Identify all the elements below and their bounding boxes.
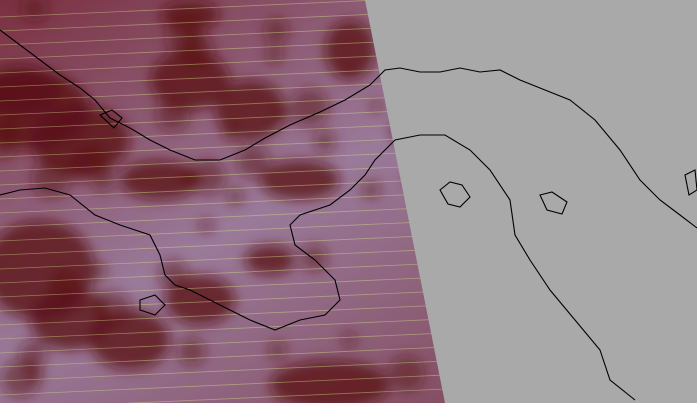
scan-stripe bbox=[0, 234, 445, 256]
cloud-blob bbox=[273, 104, 291, 122]
cloud-blob bbox=[290, 88, 330, 127]
coastlines bbox=[0, 29, 697, 401]
scan-stripe bbox=[0, 108, 445, 130]
cloud-blob bbox=[150, 50, 230, 110]
cloud-blob bbox=[370, 100, 383, 113]
cloud-blob bbox=[300, 244, 328, 272]
cloud-blob bbox=[221, 124, 238, 142]
cloud-blob bbox=[215, 80, 285, 140]
cloud-blob bbox=[270, 360, 390, 403]
cloud-blob bbox=[179, 33, 215, 68]
scan-stripe bbox=[0, 374, 445, 396]
scan-stripe bbox=[0, 94, 445, 116]
cloud-cover bbox=[0, 0, 425, 403]
island-2 bbox=[539, 191, 568, 215]
cloud-blob bbox=[198, 218, 214, 234]
scan-stripe bbox=[0, 276, 445, 298]
cloud-blob bbox=[325, 20, 375, 80]
scan-stripe bbox=[0, 304, 445, 326]
cloud-blob bbox=[388, 355, 425, 392]
island-5 bbox=[98, 109, 123, 129]
scan-stripe bbox=[0, 220, 445, 242]
cloud-blob bbox=[24, 363, 43, 383]
coastline-peninsula bbox=[0, 134, 636, 401]
cloud-blob bbox=[0, 130, 18, 160]
scan-stripe bbox=[0, 136, 445, 158]
cloud-blob bbox=[31, 159, 71, 199]
cloud-blob bbox=[30, 290, 110, 350]
scan-stripe bbox=[0, 346, 445, 368]
cloud-blob bbox=[90, 262, 107, 280]
coastline-north bbox=[0, 29, 697, 229]
scan-stripe bbox=[0, 192, 445, 214]
scan-stripe bbox=[0, 38, 445, 60]
cloud-blob bbox=[362, 180, 381, 199]
cloud-blob bbox=[342, 61, 356, 75]
cloud-blob bbox=[120, 160, 200, 200]
scan-stripe bbox=[0, 332, 445, 354]
cloud-blob bbox=[20, 0, 48, 22]
cloud-blob bbox=[245, 245, 295, 275]
scan-stripe bbox=[0, 262, 445, 284]
scan-stripe bbox=[0, 290, 445, 312]
scan-stripe bbox=[0, 360, 445, 382]
cloud-blob bbox=[190, 159, 226, 195]
cloud-blob bbox=[49, 269, 81, 301]
scan-stripe bbox=[0, 388, 445, 403]
scan-stripe bbox=[0, 178, 445, 200]
cloud-blob bbox=[179, 167, 200, 187]
cloud-blob bbox=[313, 130, 336, 153]
scan-stripe bbox=[0, 318, 445, 340]
scan-stripe bbox=[0, 164, 445, 186]
cloud-blob bbox=[95, 290, 132, 327]
island-3 bbox=[684, 169, 697, 196]
cloud-blob bbox=[268, 341, 287, 360]
cloud-blob bbox=[260, 160, 340, 200]
cloud-blob bbox=[236, 145, 270, 179]
cloud-blob bbox=[340, 331, 357, 348]
scan-line-stripes bbox=[0, 0, 445, 403]
scan-stripe bbox=[0, 52, 445, 74]
scan-stripe bbox=[0, 206, 445, 228]
cloud-blob bbox=[158, 259, 189, 290]
cloud-blob bbox=[177, 337, 206, 366]
cloud-blob bbox=[265, 45, 284, 64]
cloud-blob bbox=[0, 65, 60, 115]
cloud-blob bbox=[226, 187, 244, 205]
scan-stripe bbox=[0, 150, 445, 172]
scan-stripe bbox=[0, 122, 445, 144]
scan-stripe bbox=[0, 248, 445, 270]
island-1 bbox=[439, 181, 471, 208]
cloud-blob bbox=[263, 17, 290, 44]
island-4 bbox=[139, 294, 166, 316]
cloud-blob bbox=[155, 97, 190, 132]
cloud-blob bbox=[74, 143, 106, 175]
